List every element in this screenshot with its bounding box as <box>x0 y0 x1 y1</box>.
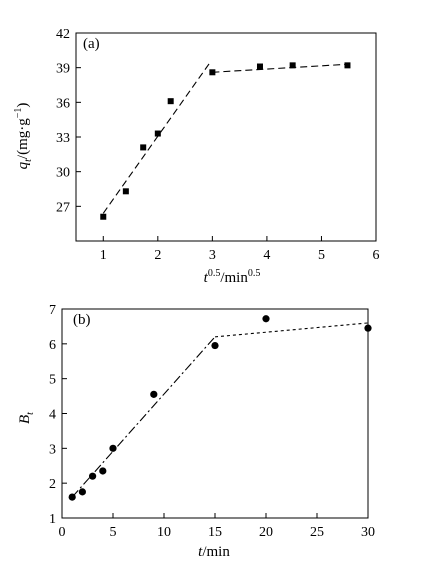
data-point <box>150 390 158 398</box>
panel-label-b: (b) <box>73 312 91 328</box>
x-tick-label-a: 3 <box>209 248 216 263</box>
x-axis-label-a: t0.5/min0.5 <box>204 268 261 286</box>
y-tick-label-b: 3 <box>49 442 56 457</box>
y-axis-label-b: Bt <box>17 412 36 424</box>
data-point <box>100 213 107 220</box>
y-tick-label-b: 2 <box>49 477 56 492</box>
y-tick-label-b: 6 <box>49 338 56 353</box>
x-tick-label-b: 10 <box>157 525 171 540</box>
data-point <box>78 488 86 496</box>
x-tick-label-b: 15 <box>208 525 222 540</box>
data-point <box>99 467 107 475</box>
data-point <box>154 130 161 137</box>
data-point <box>167 98 174 105</box>
data-point <box>211 341 219 350</box>
x-tick-label-b: 20 <box>259 525 273 540</box>
x-tick-label-b: 25 <box>310 525 324 540</box>
data-point <box>256 63 263 70</box>
x-axis-label-b: t/min <box>198 544 230 560</box>
data-point <box>364 324 372 332</box>
data-point <box>122 188 129 195</box>
y-tick-label-a: 36 <box>56 96 70 111</box>
x-tick-label-a: 6 <box>373 248 380 263</box>
data-point <box>289 62 296 69</box>
data-point <box>140 144 147 151</box>
fit-line-dashed <box>102 62 211 214</box>
x-tick-label-b: 0 <box>59 525 66 540</box>
data-point <box>109 444 117 452</box>
y-tick-label-a: 39 <box>56 62 70 77</box>
x-tick-label-b: 5 <box>110 525 117 540</box>
chart-b: (b) t/min Bt 0 5 10 15 20 25 30 1 2 3 4 5 6 7 <box>17 303 375 560</box>
y-tick-label-b: 5 <box>49 373 56 388</box>
data-point <box>209 69 216 76</box>
fit-line-dashdot <box>71 336 216 498</box>
data-point <box>68 493 76 501</box>
y-tick-label-a: 42 <box>56 27 70 42</box>
panel-label-a: (a) <box>83 36 100 52</box>
data-point <box>262 315 270 323</box>
plot-frame-a <box>75 32 377 242</box>
y-tick-label-b: 4 <box>49 408 56 423</box>
x-tick-label-a: 4 <box>263 248 270 263</box>
x-tick-label-b: 30 <box>361 525 375 540</box>
x-tick-label-a: 1 <box>100 248 107 263</box>
y-tick-label-a: 30 <box>56 166 70 181</box>
fit-line-dotted <box>214 322 369 338</box>
data-point <box>344 62 351 69</box>
x-tick-label-a: 5 <box>318 248 325 263</box>
y-axis-label-a: qt/(mg·g−1) <box>13 103 34 170</box>
y-tick-label-b: 1 <box>49 512 56 527</box>
plot-frame-b <box>61 308 369 519</box>
y-tick-label-a: 27 <box>56 200 70 215</box>
y-tick-label-a: 33 <box>56 131 70 146</box>
chart-a: (a) t0.5/min0.5 qt/(mg·g−1) 1 2 3 4 5 6 27 30 33… <box>13 27 380 286</box>
fit-line-dashed <box>212 63 349 73</box>
x-tick-label-a: 2 <box>154 248 161 263</box>
data-point <box>89 472 97 480</box>
y-tick-label-b: 7 <box>49 303 56 318</box>
